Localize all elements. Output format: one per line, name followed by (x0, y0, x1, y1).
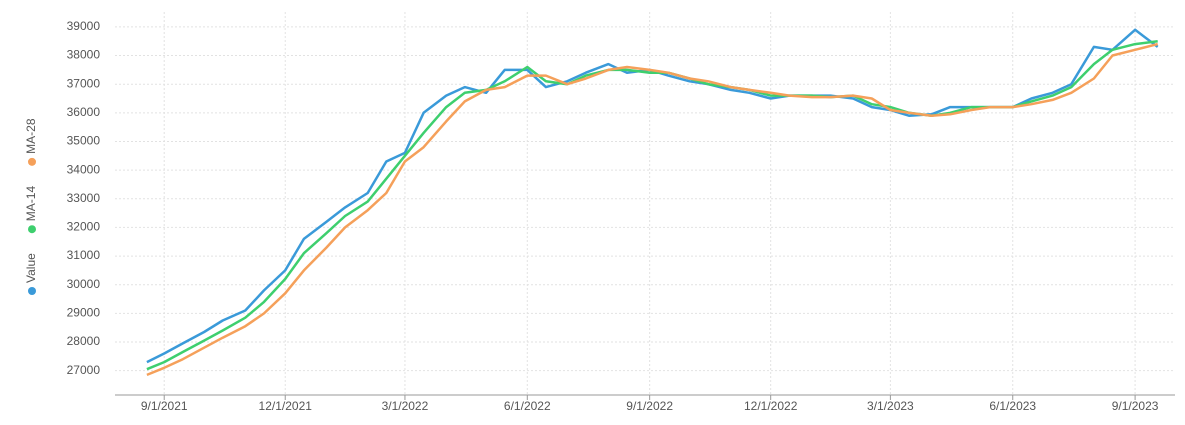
y-tick-label: 37000 (67, 76, 101, 90)
y-tick-label: 36000 (67, 105, 101, 119)
x-tick-label: 3/1/2023 (867, 399, 914, 413)
legend-marker (28, 287, 36, 295)
x-tick-label: 12/1/2021 (259, 399, 313, 413)
y-tick-label: 27000 (67, 363, 101, 377)
legend-label: Value (24, 253, 38, 283)
legend-marker (28, 157, 36, 166)
x-tick-label: 6/1/2022 (504, 399, 551, 413)
legend-label: MA-14 (24, 186, 38, 222)
y-tick-label: 33000 (67, 191, 101, 205)
legend: Value MA-14 MA-28 (24, 118, 38, 295)
y-tick-label: 34000 (67, 162, 101, 176)
x-tick-label: 3/1/2022 (382, 399, 429, 413)
series-line (146, 39, 1158, 371)
series-line (146, 28, 1159, 364)
y-tick-label: 38000 (67, 48, 101, 62)
x-tick-label: 9/1/2022 (626, 399, 673, 413)
x-tick-label: 12/1/2022 (744, 399, 798, 413)
legend-marker (28, 225, 36, 234)
x-tick-label: 9/1/2021 (141, 399, 188, 413)
y-tick-label: 30000 (67, 277, 101, 291)
x-tick-label: 9/1/2023 (1112, 399, 1159, 413)
y-tick-label: 29000 (67, 306, 101, 320)
y-tick-label: 32000 (67, 220, 101, 234)
y-tick-label: 28000 (67, 334, 101, 348)
series-line (146, 42, 1159, 377)
y-tick-label: 39000 (67, 19, 101, 33)
legend-label: MA-28 (24, 118, 38, 154)
y-tick-label: 31000 (67, 248, 101, 262)
x-tick-label: 6/1/2023 (989, 399, 1036, 413)
y-tick-label: 35000 (67, 134, 101, 148)
